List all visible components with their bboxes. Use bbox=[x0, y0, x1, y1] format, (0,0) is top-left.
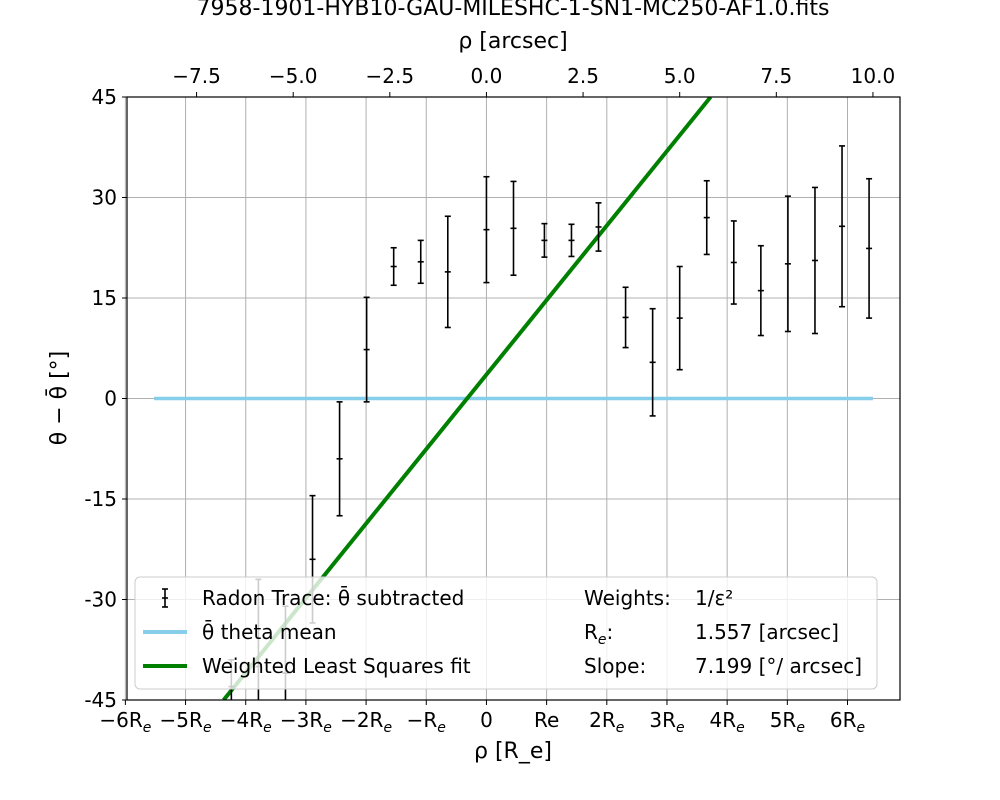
bottom-x-tick-label: −5Re bbox=[160, 708, 212, 736]
legend-info-key: Weights: bbox=[584, 586, 671, 610]
bottom-x-tick-label: −3Re bbox=[280, 708, 332, 736]
legend-info-value: 7.199 [°/ arcsec] bbox=[695, 654, 862, 678]
errorbar-point bbox=[839, 145, 846, 308]
top-x-tick-label: −2.5 bbox=[366, 64, 415, 88]
axes-frame bbox=[126, 96, 901, 701]
errorbar-point bbox=[649, 307, 656, 417]
y-tick-label: 30 bbox=[92, 186, 117, 210]
legend-entry-label: θ̄ theta mean bbox=[202, 619, 337, 644]
bottom-x-tick-label: 2Re bbox=[589, 708, 624, 736]
errorbar-point bbox=[676, 265, 683, 371]
legend-info-key: Slope: bbox=[584, 654, 646, 678]
errorbar-point bbox=[417, 239, 424, 285]
top-x-tick-label: 0.0 bbox=[471, 64, 503, 88]
errorbar-point bbox=[784, 195, 791, 333]
bottom-x-tick-label: −6Re bbox=[99, 708, 151, 736]
chart-title: 7958-1901-HYB10-GAU-MILESHC-1-SN1-MC250-… bbox=[197, 0, 830, 21]
errorbar-point bbox=[510, 180, 517, 277]
errorbar-point bbox=[595, 202, 602, 252]
errorbar-point bbox=[622, 286, 629, 349]
y-tick-label: 0 bbox=[104, 387, 117, 411]
ticks: -45 -30 -15 0 15 30 45 −6Re −5Re −4Re −3Re −2Re −Re 0… bbox=[84, 64, 901, 736]
legend-info-key: Re: bbox=[584, 620, 613, 648]
errorbar-point bbox=[444, 215, 451, 329]
bottom-x-tick-label: 3Re bbox=[649, 708, 684, 736]
y-tick-label: 15 bbox=[92, 286, 117, 310]
errorbar-point bbox=[363, 296, 370, 403]
legend-entry-label: Weighted Least Squares fit bbox=[202, 654, 471, 678]
errorbar-point bbox=[483, 175, 490, 284]
errorbar-point bbox=[730, 220, 737, 305]
top-x-axis-label: ρ [arcsec] bbox=[458, 29, 567, 54]
errorbar-point bbox=[390, 246, 397, 287]
y-axis-label: θ − θ̄ [°] bbox=[46, 351, 72, 446]
errorbar-point bbox=[757, 244, 764, 337]
bottom-x-tick-label: −2Re bbox=[340, 708, 392, 736]
errorbar-point bbox=[866, 177, 873, 319]
legend-errorbar-symbol bbox=[162, 588, 168, 608]
legend: Radon Trace: θ̄ subtracted θ̄ theta mean W… bbox=[134, 576, 878, 690]
y-tick-label: -15 bbox=[84, 487, 117, 511]
legend-info-value: 1.557 [arcsec] bbox=[695, 620, 839, 644]
legend-entry-label: Radon Trace: θ̄ subtracted bbox=[202, 585, 464, 610]
top-x-tick-label: 5.0 bbox=[664, 64, 696, 88]
errorbar-point bbox=[568, 223, 575, 258]
bottom-x-tick-label: 6Re bbox=[830, 708, 865, 736]
y-tick-label: 45 bbox=[92, 85, 117, 109]
errorbar-point bbox=[703, 179, 710, 256]
bottom-x-tick-label: 4Re bbox=[710, 708, 745, 736]
bottom-x-tick-label: −Re bbox=[407, 708, 446, 736]
top-x-tick-label: −7.5 bbox=[172, 64, 221, 88]
legend-box bbox=[134, 576, 878, 690]
errorbar-point bbox=[811, 186, 818, 335]
bottom-x-tick-label: 5Re bbox=[770, 708, 805, 736]
top-x-tick-label: 7.5 bbox=[760, 64, 792, 88]
bottom-x-axis-label: ρ [R_e] bbox=[474, 739, 552, 764]
top-x-tick-label: 10.0 bbox=[851, 64, 896, 88]
bottom-x-tick-label: Re bbox=[534, 708, 559, 732]
errorbar-point bbox=[541, 222, 548, 258]
errorbar-point bbox=[336, 401, 343, 517]
top-x-tick-label: 2.5 bbox=[567, 64, 599, 88]
y-tick-label: -45 bbox=[84, 688, 117, 712]
top-x-tick-label: −5.0 bbox=[269, 64, 318, 88]
legend-info-value: 1/ε² bbox=[695, 586, 733, 610]
y-tick-label: -30 bbox=[84, 588, 117, 612]
bottom-x-tick-label: 0 bbox=[480, 708, 493, 732]
bottom-x-tick-label: −4Re bbox=[220, 708, 272, 736]
